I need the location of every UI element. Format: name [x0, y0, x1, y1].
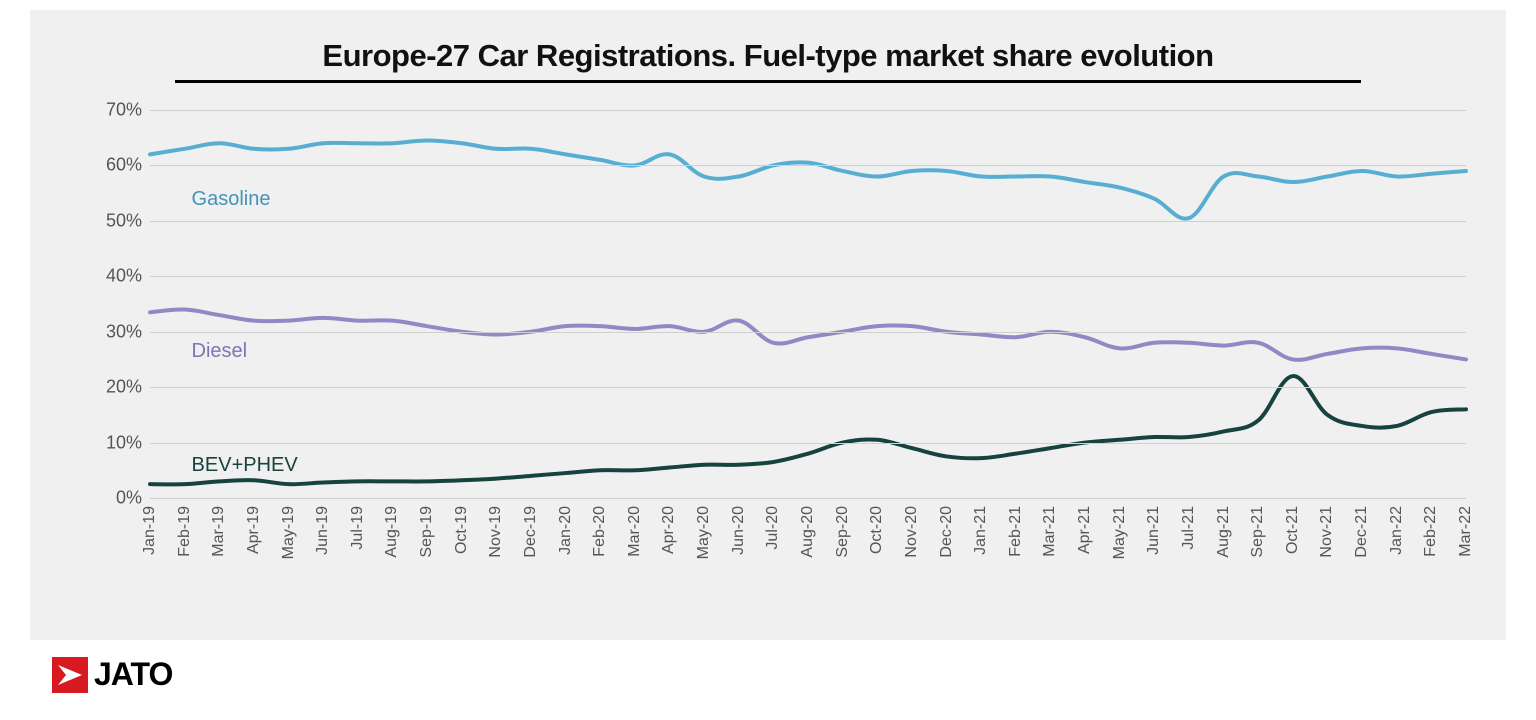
- x-tick-label: Nov-19: [487, 506, 505, 558]
- x-tick-label: Oct-19: [453, 506, 471, 554]
- x-tick-label: Mar-19: [210, 506, 228, 557]
- x-tick-label: Dec-19: [522, 506, 540, 558]
- y-tick-label: 60%: [106, 155, 150, 176]
- x-tick-label: Nov-21: [1318, 506, 1336, 558]
- x-tick-label: Aug-21: [1215, 506, 1233, 558]
- footer-logo: JATO: [52, 656, 172, 693]
- chart-container: Europe-27 Car Registrations. Fuel-type m…: [30, 10, 1506, 640]
- jato-logo-icon: [52, 657, 88, 693]
- x-tick-label: Mar-20: [626, 506, 644, 557]
- x-tick-label: Sep-19: [418, 506, 436, 558]
- x-tick-label: Jan-21: [972, 506, 990, 555]
- x-tick-label: Oct-20: [868, 506, 886, 554]
- series-line-diesel: [150, 309, 1466, 359]
- series-line-bev-phev: [150, 376, 1466, 484]
- logo-text: JATO: [94, 656, 172, 693]
- series-label-gasoline: Gasoline: [192, 188, 271, 211]
- x-tick-label: Jun-20: [730, 506, 748, 555]
- x-tick-label: Mar-21: [1041, 506, 1059, 557]
- series-label-diesel: Diesel: [192, 340, 248, 363]
- x-tick-label: Dec-21: [1353, 506, 1371, 558]
- gridline: [150, 498, 1466, 499]
- gridline: [150, 332, 1466, 333]
- x-tick-label: May-20: [695, 506, 713, 559]
- y-tick-label: 30%: [106, 321, 150, 342]
- x-tick-label: Jul-20: [764, 506, 782, 550]
- x-tick-label: Jan-19: [141, 506, 159, 555]
- x-tick-label: May-21: [1111, 506, 1129, 559]
- y-tick-label: 40%: [106, 266, 150, 287]
- gridline: [150, 443, 1466, 444]
- x-tick-label: Feb-20: [591, 506, 609, 557]
- x-tick-label: Feb-21: [1007, 506, 1025, 557]
- gridline: [150, 221, 1466, 222]
- x-tick-label: Feb-19: [176, 506, 194, 557]
- x-tick-label: Feb-22: [1422, 506, 1440, 557]
- x-tick-label: Dec-20: [938, 506, 956, 558]
- y-tick-label: 50%: [106, 210, 150, 231]
- gridline: [150, 387, 1466, 388]
- x-tick-label: Jun-21: [1145, 506, 1163, 555]
- gridline: [150, 110, 1466, 111]
- chart-title: Europe-27 Car Registrations. Fuel-type m…: [30, 10, 1506, 74]
- x-tick-label: Aug-19: [383, 506, 401, 558]
- x-tick-label: Jul-21: [1180, 506, 1198, 550]
- title-underline: [175, 80, 1361, 83]
- y-tick-label: 20%: [106, 377, 150, 398]
- y-tick-label: 10%: [106, 432, 150, 453]
- x-tick-label: Mar-22: [1457, 506, 1475, 557]
- gridline: [150, 276, 1466, 277]
- x-tick-label: Sep-20: [834, 506, 852, 558]
- x-tick-label: Jan-22: [1388, 506, 1406, 555]
- x-axis-labels: Jan-19Feb-19Mar-19Apr-19May-19Jun-19Jul-…: [150, 498, 1466, 588]
- series-label-bev-phev: BEV+PHEV: [192, 454, 298, 477]
- plot-area: Jan-19Feb-19Mar-19Apr-19May-19Jun-19Jul-…: [150, 110, 1466, 498]
- x-tick-label: Oct-21: [1284, 506, 1302, 554]
- x-tick-label: Jan-20: [557, 506, 575, 555]
- x-tick-label: Nov-20: [903, 506, 921, 558]
- y-tick-label: 70%: [106, 100, 150, 121]
- x-tick-label: Apr-20: [660, 506, 678, 554]
- y-tick-label: 0%: [116, 488, 150, 509]
- x-tick-label: Aug-20: [799, 506, 817, 558]
- x-tick-label: Apr-19: [245, 506, 263, 554]
- x-tick-label: Jul-19: [349, 506, 367, 550]
- series-line-gasoline: [150, 140, 1466, 218]
- line-plot-svg: [150, 110, 1466, 498]
- x-tick-label: Sep-21: [1249, 506, 1267, 558]
- x-tick-label: May-19: [280, 506, 298, 559]
- x-tick-label: Jun-19: [314, 506, 332, 555]
- gridline: [150, 165, 1466, 166]
- x-tick-label: Apr-21: [1076, 506, 1094, 554]
